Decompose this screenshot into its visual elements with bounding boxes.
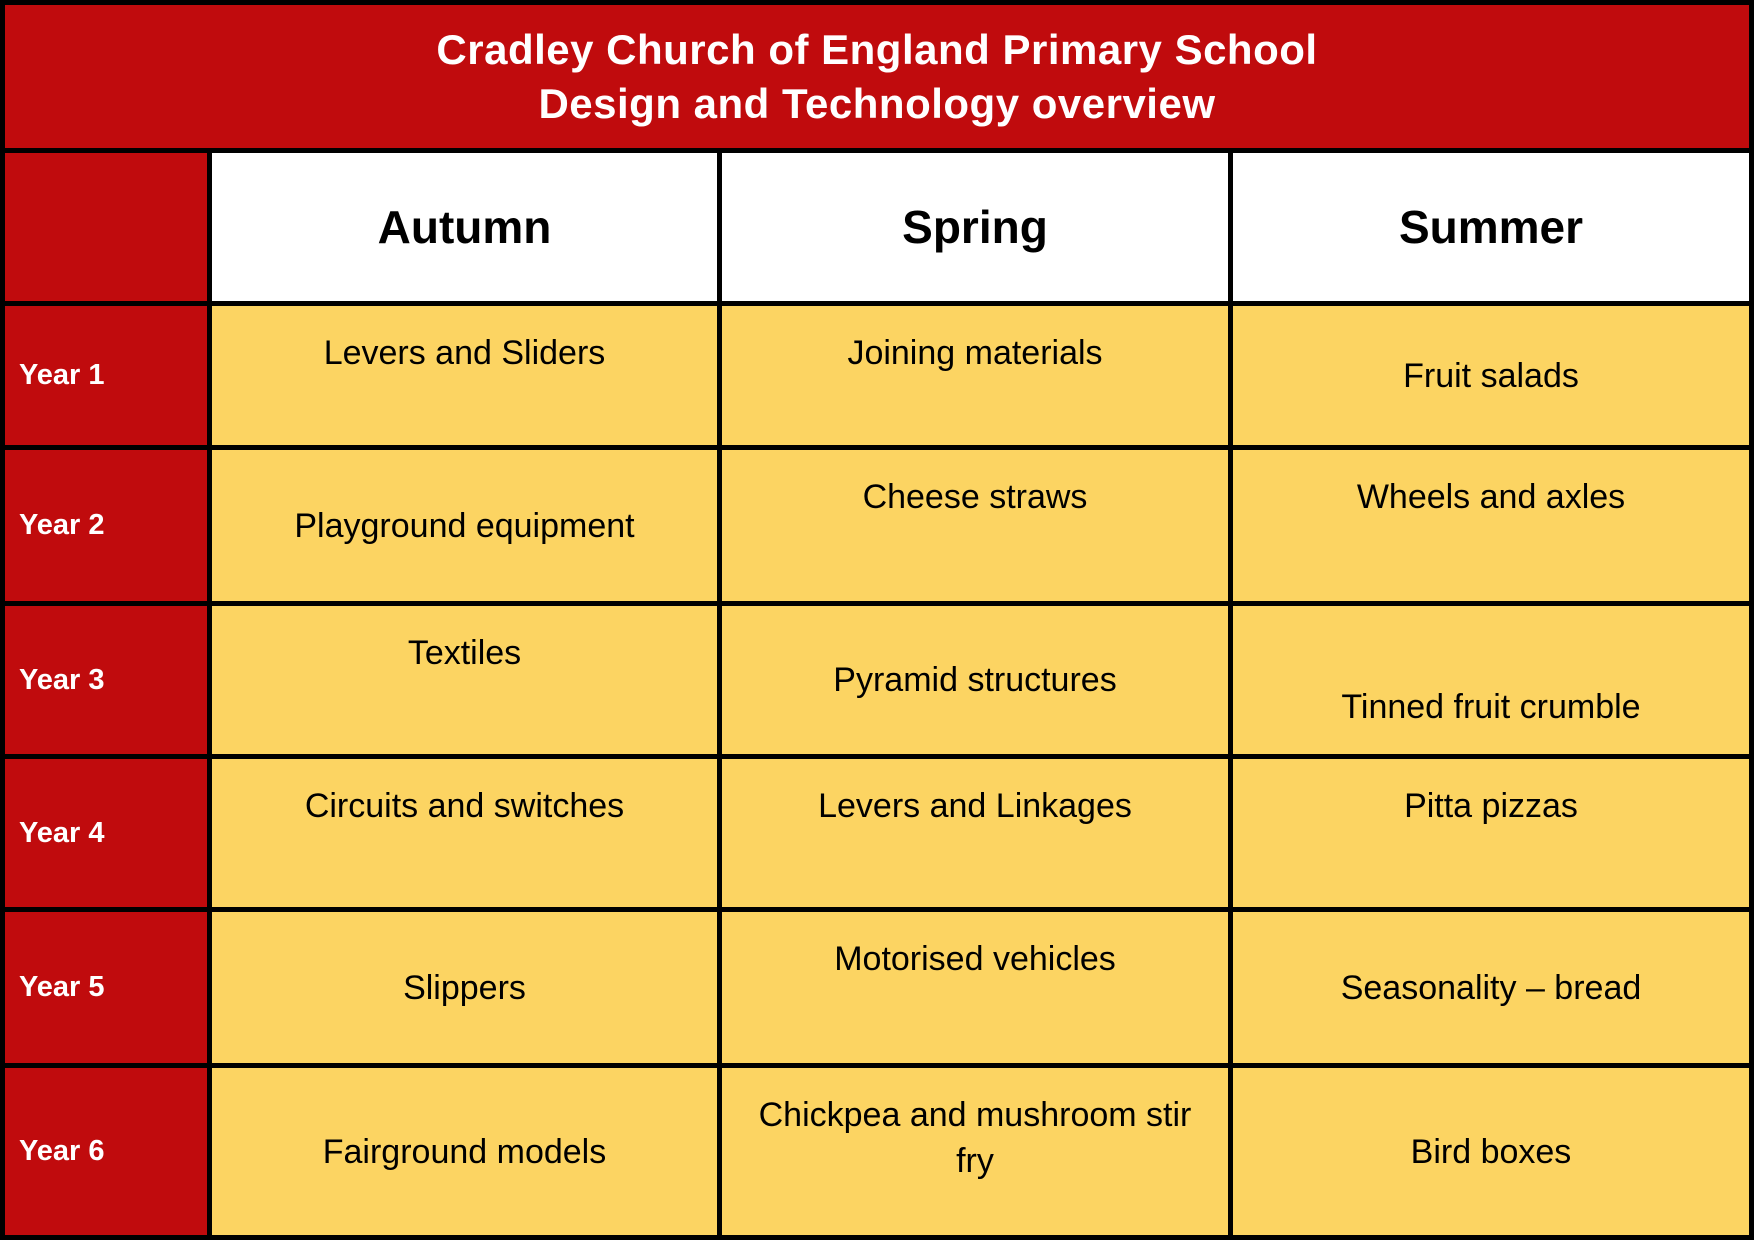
row-header-year4: Year 4 <box>5 759 207 907</box>
cell-year2-autumn: Playground equipment <box>212 450 717 601</box>
cell-year3-autumn: Textiles <box>212 606 717 754</box>
school-title-line1: Cradley Church of England Primary School <box>436 25 1318 73</box>
title-band: Cradley Church of England Primary School… <box>5 5 1749 148</box>
column-header-autumn: Autumn <box>212 153 717 301</box>
cell-year4-autumn: Circuits and switches <box>212 759 717 907</box>
cell-year1-spring: Joining materials <box>722 306 1228 445</box>
cell-year6-autumn: Fairground models <box>212 1068 717 1235</box>
curriculum-table: Autumn Spring Summer Year 1 Levers and S… <box>5 153 1749 1235</box>
cell-year1-autumn: Levers and Sliders <box>212 306 717 445</box>
school-title-line2: Design and Technology overview <box>538 79 1216 127</box>
row-header-year2: Year 2 <box>5 450 207 601</box>
row-header-year5: Year 5 <box>5 912 207 1063</box>
cell-year4-spring: Levers and Linkages <box>722 759 1228 907</box>
cell-year6-summer: Bird boxes <box>1233 1068 1749 1235</box>
row-header-year1: Year 1 <box>5 306 207 445</box>
cell-year3-spring: Pyramid structures <box>722 606 1228 754</box>
cell-year2-spring: Cheese straws <box>722 450 1228 601</box>
cell-year6-spring: Chickpea and mushroom stir fry <box>722 1068 1228 1235</box>
cell-year4-summer: Pitta pizzas <box>1233 759 1749 907</box>
cell-year5-autumn: Slippers <box>212 912 717 1063</box>
corner-cell <box>5 153 207 301</box>
cell-year1-summer: Fruit salads <box>1233 306 1749 445</box>
row-header-year6: Year 6 <box>5 1068 207 1235</box>
cell-year2-summer: Wheels and axles <box>1233 450 1749 601</box>
row-header-year3: Year 3 <box>5 606 207 754</box>
cell-year5-spring: Motorised vehicles <box>722 912 1228 1063</box>
cell-year3-summer: Tinned fruit crumble <box>1233 606 1749 754</box>
cell-year5-summer: Seasonality – bread <box>1233 912 1749 1063</box>
column-header-spring: Spring <box>722 153 1228 301</box>
column-header-summer: Summer <box>1233 153 1749 301</box>
